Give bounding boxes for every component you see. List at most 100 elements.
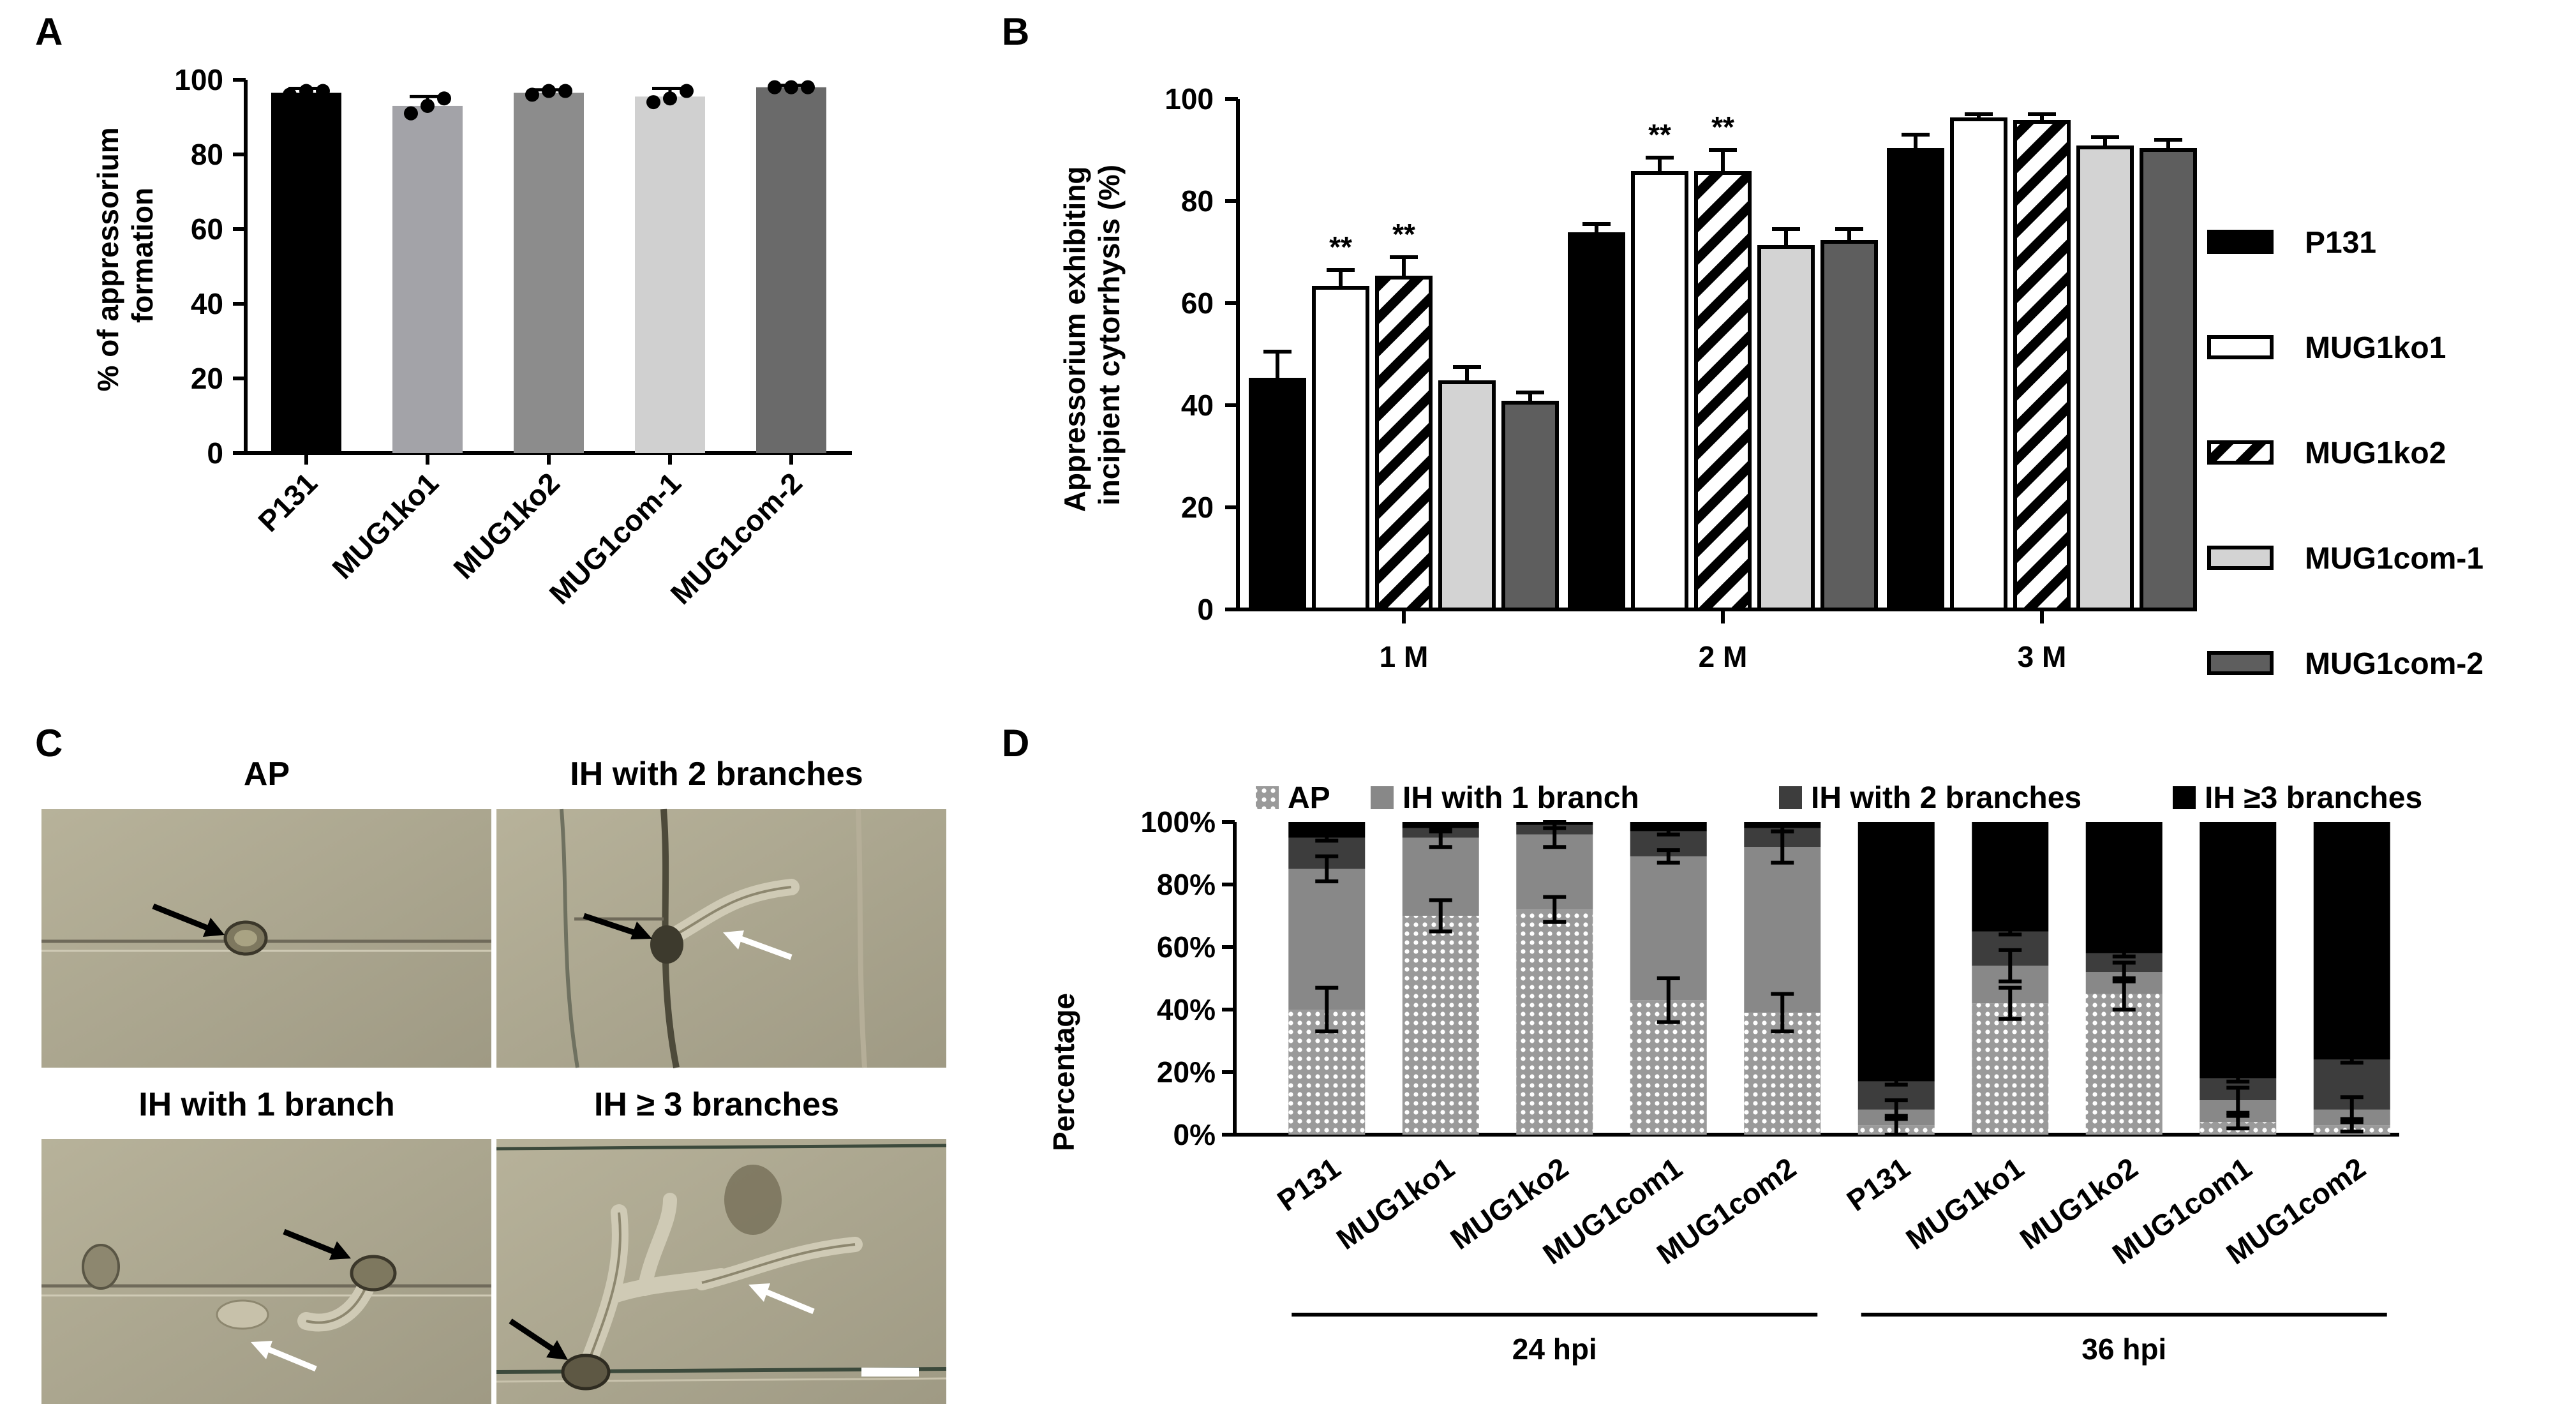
white-arrow-icon [723,930,793,960]
chart-d-stack-segment [1516,909,1593,1135]
chart-d-legend-swatch [1256,786,1279,809]
panel-label-c: C [35,722,63,765]
photo-title-ih-3-branches: IH ≥ 3 branches [594,1086,839,1123]
chart-b-bar [1249,378,1306,611]
chart-b-bar [1757,245,1815,611]
chart-b-bar [1694,171,1752,611]
black-arrow-icon [583,913,652,939]
chart-a-bar [514,93,584,454]
chart-d-stack-segment [2313,822,2390,1060]
micrograph-ih-2-branches [496,809,946,1068]
chart-a-xtick-label: MUG1ko1 [325,466,445,585]
chart-d-stack-segment [1402,916,1479,1135]
chart-b-bar [1375,276,1433,611]
chart-b-bar [1312,286,1369,611]
chart-b-legend-swatch [2207,335,2274,359]
chart-d-ylabel: Percentage [1047,993,1080,1151]
chart-a-ylabel: % of appressorium formation [91,119,159,392]
chart-a-ylabel-line-2: formation [126,188,159,323]
panel-label-b: B [1002,10,1029,53]
chart-b-bar [1887,148,1944,611]
chart-a-data-point [801,80,815,94]
chart-b-significance: ** [1329,230,1352,264]
chart-a-bar [756,87,826,453]
chart-a-data-point [525,87,539,102]
chart-a-xtick-label: MUG1ko2 [447,466,566,585]
chart-b-ytick-label: 80 [1181,184,1214,218]
chart-b-ylabel: Appressorium exhibiting incipient cytorr… [1058,158,1126,512]
micrograph-ap [41,809,491,1068]
chart-b-ytick-label: 40 [1181,389,1214,422]
chart-d-xtick-label: MUG1ko1 [1900,1151,2030,1256]
chart-d-stack-segment [2085,822,2163,953]
chart-b-legend-label: MUG1com-2 [2305,647,2483,681]
chart-d-legend-label: IH with 1 branch [1403,781,1639,815]
chart-d-stack-segment [1744,847,1821,1013]
chart-b-legend-swatch [2207,230,2274,254]
chart-d-group-label: 36 hpi [2081,1332,2166,1366]
chart-b-ytick-label: 100 [1165,82,1214,116]
chart-a-bar [392,105,463,453]
chart-a: % of appressorium formation 0 20 40 60 80 100… [91,63,852,611]
chart-a-data-point [437,91,451,106]
chart-a-ytick-label: 20 [191,362,223,395]
chart-b-bar [2140,148,2197,611]
chart-b-bar [1438,380,1496,611]
chart-a-data-point [646,95,660,110]
chart-d-xtick-label: MUG1ko1 [1330,1151,1461,1256]
chart-b-bar [1631,171,1688,611]
chart-d-ytick-label: 60% [1157,930,1216,964]
chart-b-bar [2013,120,2071,611]
chart-b-legend-swatch [2207,651,2274,675]
white-arrow-icon [748,1283,815,1315]
chart-b-xtick-label: 2 M [1699,640,1748,673]
chart-a-data-point [542,84,556,98]
chart-d-legend-swatch [2173,786,2196,809]
chart-a-bar [271,93,341,454]
chart-b-xtick-label: 1 M [1380,640,1429,673]
chart-d-stack-segment [2085,994,2163,1135]
chart-a-ylabel-line-1: % of appressorium [91,127,124,391]
chart-a-bar [635,96,705,453]
chart-d-stack-segment [1630,856,1707,1001]
chart-b-bar [2076,146,2134,611]
chart-d-ytick-label: 0% [1173,1118,1216,1151]
chart-a-ytick-label: 0 [207,437,223,470]
chart-d-xtick-label: P131 [1841,1151,1916,1218]
chart-d-legend-label: IH with 2 branches [1811,781,2081,815]
chart-a-ytick-label: 100 [174,63,223,96]
chart-a-ytick-label: 60 [191,213,223,246]
chart-d-legend-swatch [1779,786,1802,809]
chart-d-ytick-label: 20% [1157,1056,1216,1089]
chart-a-ytick-label: 40 [191,287,223,320]
chart-a-data-point [663,91,677,106]
chart-d-stack-segment [1858,822,1935,1082]
chart-d-legend-label: IH ≥3 branches [2205,781,2422,815]
chart-b-xtick-label: 3 M [2018,640,2067,673]
chart-b-significance: ** [1648,118,1671,151]
chart-b-legend-label: MUG1ko1 [2305,331,2446,365]
chart-b-significance: ** [1711,110,1734,144]
chart-d-ytick-label: 40% [1157,993,1216,1026]
chart-a-data-point [299,84,313,98]
black-arrow-icon [509,1318,568,1360]
chart-b-legend-label: MUG1ko2 [2305,437,2446,470]
panel-label-d: D [1002,722,1029,765]
chart-a-ytick-label: 80 [191,138,223,171]
micrograph-ih-3-branches [496,1139,947,1404]
panel-c-micrographs: AP IH with 2 branches IH with 1 branch I… [41,756,947,1404]
chart-a-data-point [680,84,694,98]
chart-b-legend-swatch [2207,440,2274,465]
photo-title-ih-2-branches: IH with 2 branches [570,756,863,793]
chart-b-ylabel-line-1: Appressorium exhibiting [1058,166,1091,512]
chart-a-data-point [558,84,572,98]
chart-b-bar [1568,232,1625,611]
chart-b-ytick-label: 0 [1197,593,1214,626]
chart-d-ytick-label: 80% [1157,868,1216,901]
chart-b-bar [1501,401,1559,611]
chart-b-bar [1950,117,2007,611]
chart-b-ytick-label: 60 [1181,287,1214,320]
micrograph-ih-1-branch [41,1139,491,1404]
chart-d: Percentage 0%20%40%60%80%100%P131MUG1ko1… [1047,781,2422,1366]
white-arrow-icon [251,1341,317,1372]
